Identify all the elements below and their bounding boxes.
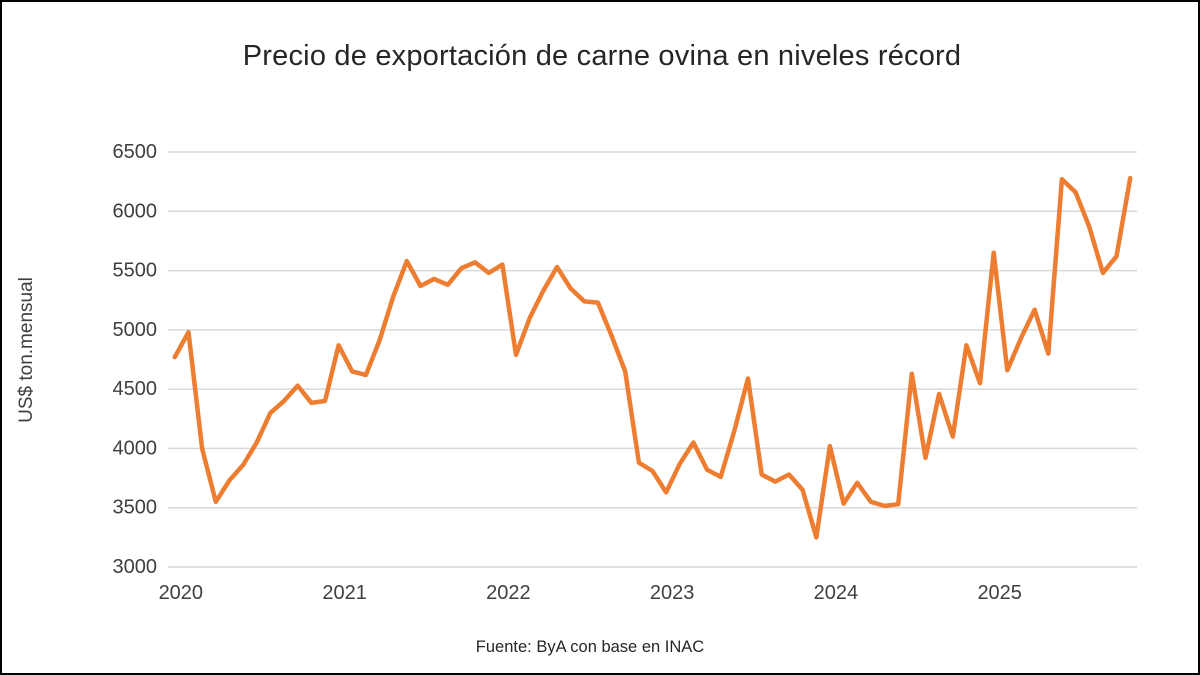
y-tick-label: 4000 [113,437,158,459]
y-tick-label: 5000 [113,319,158,341]
y-tick-label: 6500 [113,141,158,163]
y-tick-label: 3500 [113,497,158,519]
source-caption: Fuente: ByA con base en INAC [475,638,705,656]
x-tick-label: 2023 [650,582,695,604]
y-axis-title: US$ ton.mensual [16,277,37,423]
y-tick-label: 3000 [113,556,158,578]
chart-title: Precio de exportación de carne ovina en … [242,40,962,72]
x-tick-label: 2022 [486,582,531,604]
y-tick-label: 5500 [113,260,158,282]
x-tick-label: 2025 [977,582,1022,604]
y-tick-label: 6000 [113,200,158,222]
x-tick-label: 2024 [814,582,859,604]
price-series-line [172,175,1133,540]
y-tick-label: 4500 [113,378,158,400]
x-tick-label: 2020 [159,582,204,604]
x-tick-label: 2021 [322,582,367,604]
